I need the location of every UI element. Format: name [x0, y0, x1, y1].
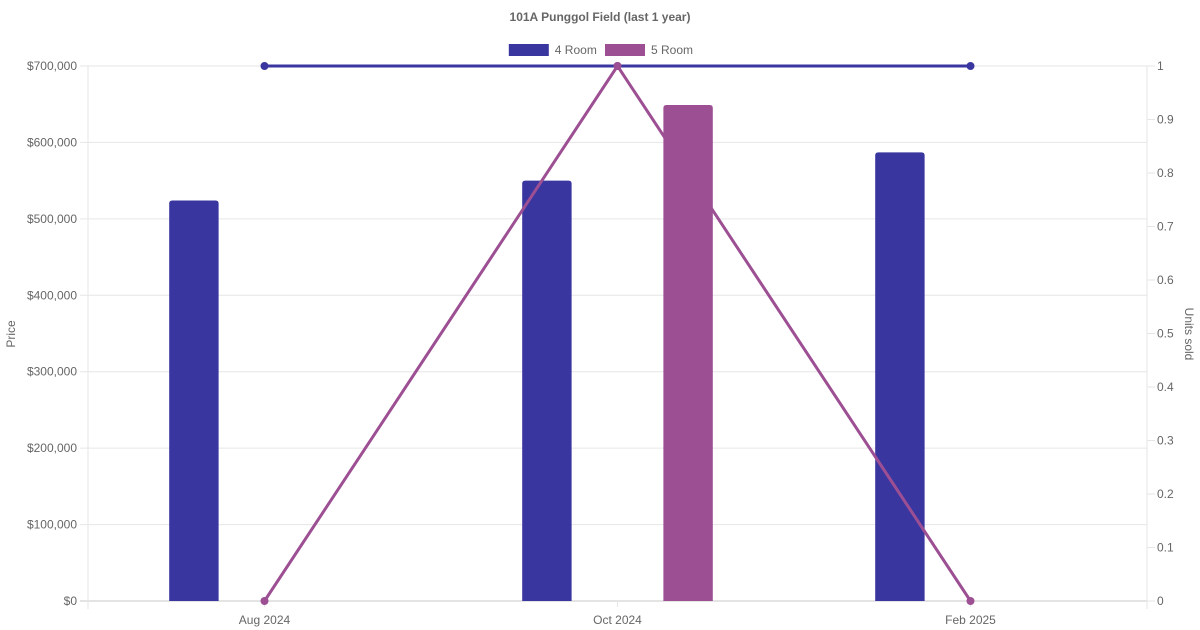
chart-title: 101A Punggol Field (last 1 year): [510, 10, 691, 24]
x-tick-label: Aug 2024: [239, 613, 291, 627]
x-tick-label: Feb 2025: [945, 613, 996, 627]
y-tick-label: $400,000: [27, 288, 77, 302]
y-axis-right: 0 0.1 0.2 0.3 0.4 0.5 0.6 0.7 0.8 0.9 1: [1157, 59, 1174, 608]
y2-tick-label: 1: [1157, 59, 1164, 73]
gridlines: [80, 65, 1155, 609]
y2-tick-label: 0.6: [1157, 273, 1174, 287]
y-tick-label: $300,000: [27, 365, 77, 379]
y2-tick-label: 0.2: [1157, 487, 1174, 501]
y2-tick-label: 0: [1157, 594, 1164, 608]
legend-label: 5 Room: [651, 43, 693, 57]
x-axis: Aug 2024 Oct 2024 Feb 2025: [239, 613, 996, 627]
y-tick-label: $100,000: [27, 518, 77, 532]
y-tick-label: $200,000: [27, 441, 77, 455]
line-point: [613, 62, 622, 70]
y-tick-label: $600,000: [27, 135, 77, 149]
y2-tick-label: 0.4: [1157, 380, 1174, 394]
legend-swatch: [508, 44, 549, 56]
legend-label: 4 Room: [555, 43, 597, 57]
y-tick-label: $700,000: [27, 59, 77, 73]
legend: 4 Room 5 Room: [508, 43, 693, 57]
line-layer: [260, 62, 975, 605]
y-tick-label: $500,000: [27, 212, 77, 226]
y2-tick-label: 0.1: [1157, 541, 1174, 555]
x-tick-label: Oct 2024: [593, 613, 642, 627]
y-tick-label: $0: [64, 594, 78, 608]
y-axis-left-title: Price: [4, 320, 18, 348]
y-axis-left: $0 $100,000 $200,000 $300,000 $400,000 $500,0…: [27, 59, 77, 608]
y-axis-right-title: Units sold: [1182, 308, 1196, 361]
bar-4-room: [875, 152, 925, 601]
y2-tick-label: 0.7: [1157, 220, 1174, 234]
bar-layer: [169, 104, 925, 601]
line-point: [966, 597, 975, 605]
legend-swatch: [605, 44, 645, 56]
y2-tick-label: 0.3: [1157, 434, 1174, 448]
line-point: [260, 597, 269, 605]
bar-4-room: [522, 180, 572, 601]
y2-tick-label: 0.9: [1157, 113, 1174, 127]
line-point: [260, 62, 269, 70]
line-5-room: [263, 64, 972, 602]
bar-5-room: [663, 104, 713, 601]
bar-4-room: [169, 200, 219, 601]
y2-tick-label: 0.8: [1157, 166, 1174, 180]
line-point: [966, 62, 975, 70]
y2-tick-label: 0.5: [1157, 327, 1174, 341]
